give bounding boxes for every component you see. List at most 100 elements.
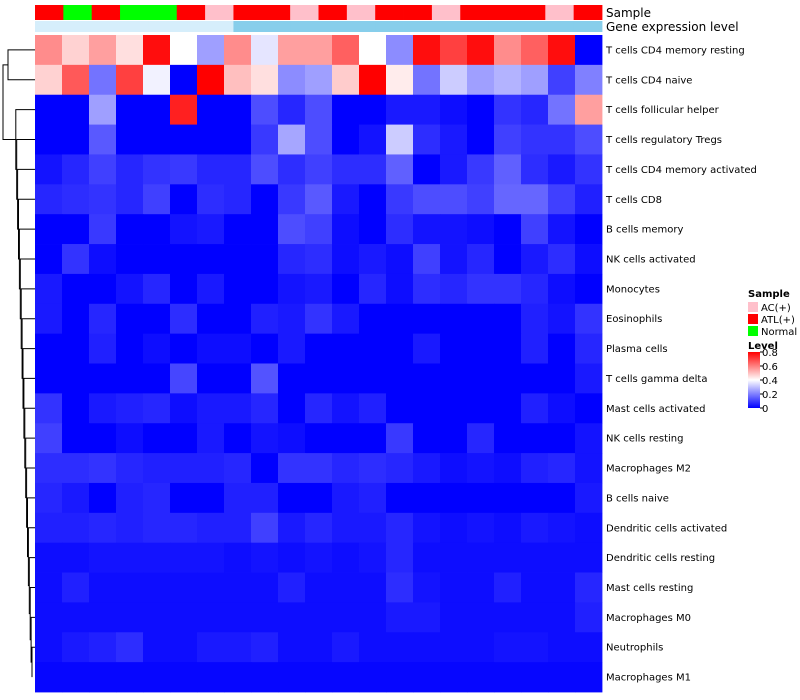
heatmap-cell: [170, 94, 198, 125]
heatmap-cell: [548, 214, 576, 245]
heatmap-cell: [548, 94, 576, 125]
heatmap-cell: [143, 154, 171, 185]
heatmap-cell: [143, 214, 171, 245]
heatmap-cell: [332, 542, 360, 573]
heatmap-cell: [278, 632, 306, 663]
heatmap-cell: [467, 512, 495, 544]
expression-annotation-cell: [431, 21, 461, 32]
legend: Sample AC(+) ATL(+) Normal Level 0.80.60…: [748, 289, 797, 415]
heatmap-cell: [521, 303, 549, 335]
heatmap-cell: [251, 482, 279, 514]
heatmap-cell: [521, 94, 549, 125]
heatmap-cell: [440, 154, 468, 185]
heatmap-cell: [548, 542, 576, 573]
heatmap-cell: [413, 512, 441, 544]
heatmap-cell: [521, 542, 549, 573]
heatmap-cell: [575, 542, 603, 573]
heatmap-cell: [359, 542, 387, 573]
heatmap-cell: [62, 64, 90, 96]
sample-annotation-cell: [233, 5, 263, 20]
row-label: Macrophages M1: [606, 673, 691, 684]
heatmap-cell: [494, 453, 522, 484]
heatmap-cell: [305, 273, 333, 305]
heatmap-cell: [224, 35, 252, 66]
heatmap-cell: [143, 94, 171, 125]
heatmap-cell: [197, 393, 225, 424]
heatmap-cell: [89, 423, 117, 454]
heatmap-cell: [224, 363, 252, 394]
heatmap-cell: [332, 154, 360, 185]
heatmap-cell: [197, 453, 225, 484]
heatmap-cell: [251, 124, 279, 155]
heatmap-cell: [386, 124, 414, 155]
heatmap-cell: [143, 423, 171, 454]
heatmap-cell: [440, 333, 468, 364]
heatmap-cell: [494, 363, 522, 394]
heatmap-cell: [197, 154, 225, 185]
heatmap-cell: [170, 363, 198, 394]
heatmap-cell: [521, 184, 549, 215]
heatmap-cell: [521, 482, 549, 514]
heatmap-cell: [359, 273, 387, 305]
heatmap-cell: [494, 244, 522, 275]
heatmap-cell: [251, 393, 279, 424]
expression-annotation-cell: [63, 21, 93, 32]
heatmap-cell: [386, 602, 414, 633]
heatmap-cell: [35, 453, 63, 484]
heatmap-cell: [359, 602, 387, 633]
heatmap-cell: [521, 124, 549, 155]
heatmap-cell: [440, 124, 468, 155]
row-label: B cells memory: [606, 225, 683, 236]
heatmap-cell: [116, 124, 144, 155]
expression-annotation-cell: [233, 21, 263, 32]
heatmap-cell: [89, 363, 117, 394]
heatmap-cell: [89, 64, 117, 96]
heatmap-cell: [413, 64, 441, 96]
heatmap-cell: [62, 542, 90, 573]
heatmap-cell: [224, 423, 252, 454]
heatmap-cell: [170, 453, 198, 484]
heatmap-cell: [359, 393, 387, 424]
heatmap-cell: [89, 393, 117, 424]
heatmap-cell: [35, 64, 63, 96]
sample-annotation-cell: [261, 5, 291, 20]
heatmap-cell: [575, 94, 603, 125]
heatmap-cell: [386, 393, 414, 424]
heatmap-cell: [251, 602, 279, 633]
heatmap-cell: [35, 393, 63, 424]
heatmap-cell: [494, 94, 522, 125]
heatmap-cell: [251, 244, 279, 275]
sample-annotation-cell: [431, 5, 461, 20]
heatmap-cell: [575, 482, 603, 514]
heatmap-cell: [548, 303, 576, 335]
expression-annotation-cell: [573, 21, 603, 32]
heatmap-cell: [386, 214, 414, 245]
heatmap-cell: [467, 154, 495, 185]
legend-swatch-normal: [748, 326, 758, 336]
heatmap-cell: [494, 632, 522, 663]
heatmap-cell: [386, 572, 414, 603]
heatmap-cell: [440, 572, 468, 603]
heatmap-cell: [359, 154, 387, 185]
heatmap-cell: [575, 453, 603, 484]
heatmap-cell: [170, 184, 198, 215]
heatmap-cell: [278, 184, 306, 215]
legend-sample-title: Sample: [748, 289, 790, 300]
heatmap-cell: [359, 662, 387, 693]
heatmap-cell: [224, 393, 252, 424]
heatmap-cell: [359, 184, 387, 215]
row-label: Macrophages M0: [606, 613, 691, 624]
heatmap-cell: [251, 453, 279, 484]
heatmap-cell: [251, 35, 279, 66]
heatmap-cell: [197, 632, 225, 663]
heatmap-cell: [332, 602, 360, 633]
heatmap-cell: [143, 453, 171, 484]
heatmap-cell: [278, 602, 306, 633]
heatmap-cell: [359, 303, 387, 335]
heatmap-cell: [62, 333, 90, 364]
dendrogram-branch: [31, 646, 35, 678]
heatmap-cell: [62, 393, 90, 424]
heatmap-cell: [440, 273, 468, 305]
heatmap-cell: [332, 35, 360, 66]
heatmap-cell: [35, 512, 63, 544]
